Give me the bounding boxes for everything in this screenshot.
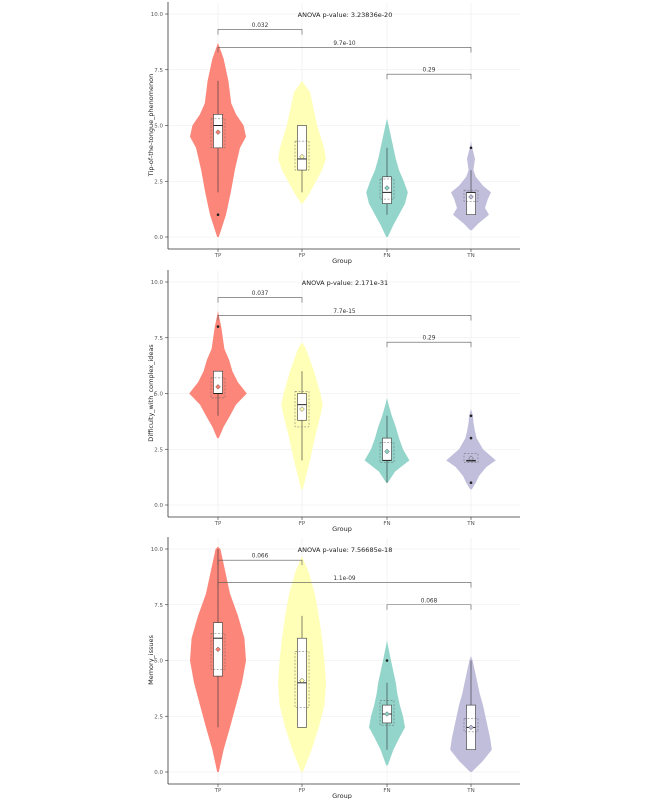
y-tick-label: 7.5 <box>154 603 163 609</box>
mean-marker <box>468 194 474 200</box>
bracket-label: 0.29 <box>423 336 436 342</box>
y-tick-label: 10.0 <box>151 12 164 18</box>
ci-box <box>463 453 479 463</box>
outlier-point <box>216 325 220 328</box>
chart-title: ANOVA p-value: 3.23836e-20 <box>298 11 393 19</box>
mean-marker <box>215 384 221 390</box>
y-tick-label: 2.5 <box>154 714 163 720</box>
bracket-label: 0.066 <box>252 554 269 560</box>
mean-marker <box>468 724 474 731</box>
x-tick-label: TN <box>466 788 474 794</box>
x-tick-label: TN <box>466 253 474 259</box>
bracket-label: 9.7e-10 <box>333 41 356 47</box>
panel-1: 0.0 2.5 5.0 7.5 10.0 TP FP FN TN Group Tip-of-the-… <box>147 2 520 265</box>
chart-title: ANOVA p-value: 2.171e-31 <box>302 279 388 287</box>
significance-bracket <box>217 559 303 566</box>
mean-marker <box>299 406 305 412</box>
y-tick-label: 2.5 <box>154 179 163 185</box>
y-tick-label: 5.0 <box>154 124 163 130</box>
bracket-label: 0.29 <box>423 68 436 74</box>
mean-marker <box>215 129 221 135</box>
x-axis-title: Group <box>332 525 352 533</box>
significance-bracket <box>217 315 472 321</box>
box <box>297 125 307 171</box>
ci-box <box>210 118 226 149</box>
y-tick-label: 2.5 <box>154 447 163 453</box>
violin-TN <box>446 409 496 490</box>
ci-box <box>463 189 479 202</box>
ci-box <box>210 633 226 670</box>
x-axis-title: Group <box>332 792 352 799</box>
mean-marker <box>299 153 305 160</box>
significance-bracket <box>217 47 472 53</box>
mean-marker <box>384 711 390 717</box>
panel-2: 0.0 2.5 5.0 7.5 10.0 TP FP FN TN Group Difficulty_… <box>147 270 520 533</box>
x-tick-label: FP <box>299 521 306 527</box>
y-tick-label: 0.0 <box>154 770 163 776</box>
y-tick-label: 5.0 <box>154 392 163 398</box>
mean-marker <box>215 646 221 653</box>
y-tick-label: 10.0 <box>151 547 164 553</box>
bracket-label: 0.037 <box>252 291 269 297</box>
ci-box <box>294 391 310 428</box>
x-tick-label: FP <box>299 788 306 794</box>
x-tick-label: FN <box>383 521 390 527</box>
ci-box <box>379 442 395 463</box>
bracket-label: 1.1e-09 <box>333 576 356 582</box>
x-tick-label: TP <box>214 788 222 794</box>
bracket-label: 0.032 <box>252 23 269 29</box>
x-axis-title: Group <box>332 257 352 265</box>
bracket-label: 0.068 <box>421 598 438 604</box>
ci-box <box>294 140 310 171</box>
y-tick-label: 7.5 <box>154 336 163 342</box>
y-tick-label: 10.0 <box>151 280 164 286</box>
outlier-point <box>469 414 473 418</box>
mean-marker <box>468 455 474 461</box>
x-tick-label: FN <box>383 788 390 794</box>
y-axis-title: Memory_issues <box>147 635 155 685</box>
y-axis-title: Difficulty_with_complex_ideas <box>147 344 155 442</box>
y-tick-label: 0.0 <box>154 235 163 241</box>
chart-title: ANOVA p-value: 7.56685e-18 <box>298 546 393 554</box>
outlier-point <box>385 659 389 662</box>
significance-bracket <box>217 582 472 588</box>
significance-bracket <box>217 297 303 303</box>
y-axis-title: Tip-of-the-tongue_phenomenon <box>147 74 155 177</box>
box <box>213 370 223 394</box>
mean-marker <box>384 185 390 191</box>
ci-box <box>379 700 395 726</box>
outlier-point <box>469 146 473 150</box>
mean-marker <box>384 448 390 455</box>
x-tick-label: FP <box>299 253 306 259</box>
significance-bracket <box>386 604 472 610</box>
significance-bracket <box>386 341 472 348</box>
mean-marker <box>299 677 305 684</box>
outlier-point <box>469 436 473 440</box>
ci-box <box>463 718 479 733</box>
ci-box <box>210 377 226 399</box>
significance-bracket <box>386 73 472 80</box>
bracket-label: 7.7e-15 <box>333 309 356 315</box>
y-tick-label: 5.0 <box>154 659 163 665</box>
significance-bracket <box>217 29 303 35</box>
y-tick-label: 7.5 <box>154 68 163 74</box>
panel-3: 0.0 2.5 5.0 7.5 10.0 TP FP FN TN Group Memory_issu… <box>147 537 520 799</box>
y-tick-label: 0.0 <box>154 503 163 509</box>
outlier-point <box>216 213 220 216</box>
x-tick-label: TN <box>466 521 474 527</box>
x-tick-label: TP <box>214 521 222 527</box>
x-tick-label: TP <box>214 253 222 259</box>
ci-box <box>379 178 395 200</box>
x-tick-label: FN <box>383 253 390 259</box>
ci-box <box>294 651 310 708</box>
outlier-point <box>469 481 473 485</box>
